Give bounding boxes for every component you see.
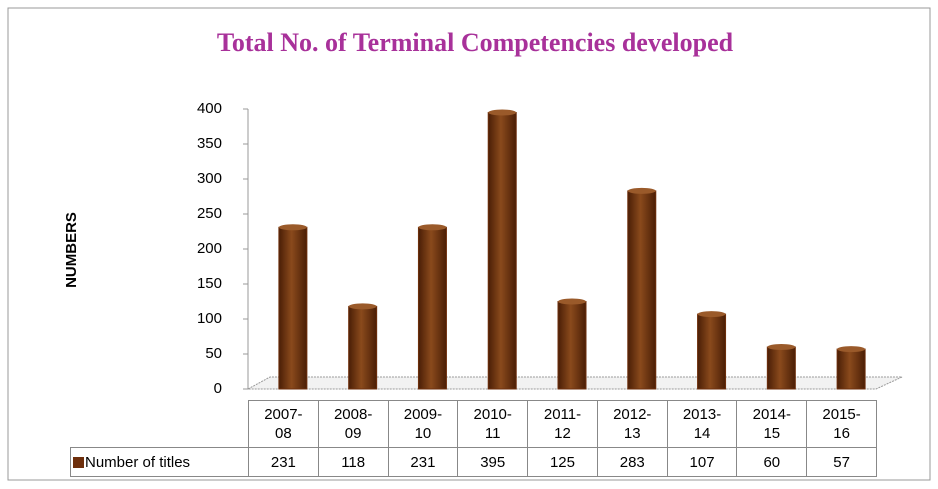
bar [487, 112, 517, 390]
bar [557, 301, 587, 390]
category-cell: 2007-08 [248, 400, 319, 448]
bar-top [348, 303, 377, 310]
value-cell: 57 [806, 447, 877, 477]
category-cell: 2012-13 [596, 400, 668, 448]
bar-top [418, 224, 447, 231]
value-cell: 231 [248, 447, 319, 477]
bar [627, 190, 657, 390]
y-tick-label: 50 [205, 345, 222, 362]
category-cell: 2014-15 [736, 400, 808, 448]
bar-top [278, 224, 307, 231]
category-cell: 2011-12 [527, 400, 598, 448]
bar-top [627, 187, 656, 194]
value-cell: 395 [457, 447, 529, 477]
category-cell: 2008-09 [317, 400, 389, 448]
y-axis-label: NUMBERS [63, 212, 80, 288]
bar [697, 313, 727, 390]
y-tick-label: 350 [197, 135, 222, 152]
legend-cell: Number of titles [70, 447, 249, 477]
legend-key [73, 456, 84, 468]
y-tick-label: 100 [197, 310, 222, 327]
bar-top [767, 344, 796, 350]
bar [278, 226, 308, 390]
y-tick-label: 250 [197, 205, 222, 222]
value-cell: 125 [527, 447, 598, 477]
value-cell: 118 [317, 447, 389, 477]
bar-top [837, 346, 866, 353]
chart-title: Total No. of Terminal Competencies devel… [217, 28, 734, 57]
y-tick-label: 400 [197, 100, 222, 117]
value-cell: 283 [596, 447, 668, 477]
y-tick-label: 300 [197, 170, 222, 187]
value-cell: 60 [736, 447, 808, 477]
category-cell: 2010-11 [457, 400, 529, 448]
chart-border [7, 7, 931, 481]
bar [417, 226, 447, 390]
legend-label: Number of titles [85, 453, 191, 471]
bar-top [558, 298, 586, 305]
category-cell: 2009-10 [387, 400, 459, 448]
bar [836, 348, 866, 390]
bar-top [697, 311, 726, 318]
category-cell: 2013-14 [666, 400, 738, 448]
bar-top [488, 109, 517, 116]
y-tick-label: 200 [197, 240, 222, 257]
value-cell: 107 [666, 447, 738, 477]
category-cell: 2015-16 [806, 400, 877, 448]
value-cell: 231 [387, 447, 459, 477]
y-tick-label: 0 [214, 380, 222, 397]
y-tick-label: 150 [197, 275, 222, 292]
bar [348, 305, 378, 390]
bar [766, 346, 796, 390]
